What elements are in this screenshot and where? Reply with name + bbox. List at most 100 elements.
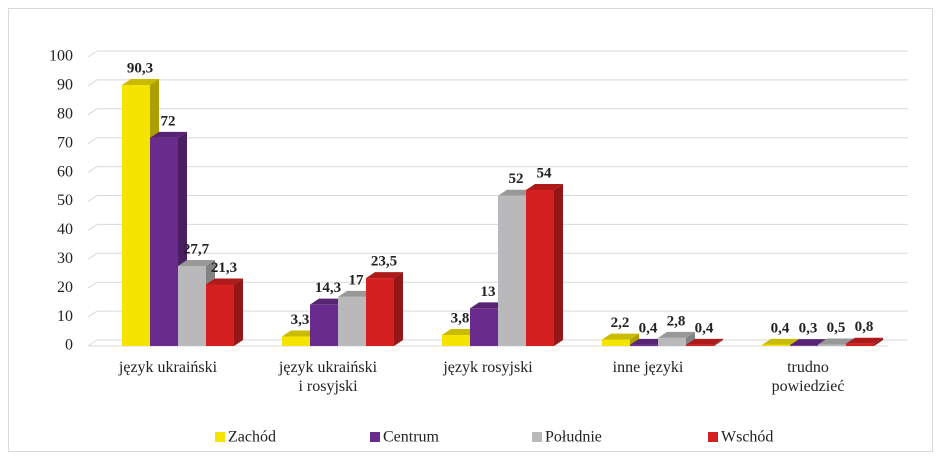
bar bbox=[818, 344, 846, 346]
bar bbox=[498, 195, 526, 346]
bar-top bbox=[178, 259, 215, 266]
bar-side bbox=[630, 333, 639, 346]
bar bbox=[686, 344, 714, 346]
x-tick-label: inne języki bbox=[612, 359, 684, 376]
bar-top bbox=[366, 272, 403, 279]
x-tick-label: język ukraiński bbox=[118, 359, 218, 376]
bar bbox=[762, 344, 790, 346]
bar bbox=[602, 339, 630, 346]
grid-depth bbox=[87, 195, 98, 202]
bar-top bbox=[310, 298, 347, 305]
bar-top bbox=[206, 278, 243, 285]
grid-depth bbox=[87, 310, 98, 318]
grid-depth bbox=[87, 252, 98, 260]
value-label: 2,2 bbox=[611, 315, 630, 331]
bar bbox=[150, 137, 178, 346]
y-tick-label: 20 bbox=[57, 279, 73, 296]
value-label: 17 bbox=[349, 272, 365, 288]
bar bbox=[366, 278, 394, 346]
value-label: 21,3 bbox=[211, 260, 237, 276]
value-label: 0,3 bbox=[799, 321, 818, 337]
value-label: 0,8 bbox=[855, 319, 874, 335]
grid-depth bbox=[87, 223, 98, 231]
bar-top bbox=[846, 337, 883, 344]
legend-swatch bbox=[215, 432, 225, 442]
bar-top bbox=[282, 330, 319, 337]
legend-label: Wschód bbox=[721, 429, 773, 446]
y-tick-label: 90 bbox=[57, 77, 73, 94]
y-tick-label: 80 bbox=[57, 105, 73, 122]
bar bbox=[310, 304, 338, 346]
bar-top bbox=[686, 338, 723, 345]
bar-top bbox=[630, 338, 667, 345]
bar-side bbox=[554, 183, 563, 346]
value-label: 90,3 bbox=[127, 60, 153, 76]
value-label: 0,4 bbox=[639, 320, 658, 336]
y-tick-label: 40 bbox=[57, 221, 73, 238]
value-label: 13 bbox=[481, 284, 496, 300]
bar bbox=[282, 336, 310, 346]
legend-label: Południe bbox=[545, 429, 602, 446]
grid-depth bbox=[87, 281, 98, 289]
bar bbox=[630, 344, 658, 346]
y-tick-label: 100 bbox=[49, 48, 73, 65]
legend-swatch bbox=[708, 432, 718, 442]
legend-swatch bbox=[532, 432, 542, 442]
bar-top bbox=[498, 189, 535, 196]
bar-top bbox=[602, 333, 639, 340]
y-tick-label: 70 bbox=[57, 134, 73, 151]
bar-top bbox=[658, 331, 695, 338]
value-label: 72 bbox=[161, 113, 176, 129]
value-label: 2,8 bbox=[667, 313, 686, 329]
value-label: 27,7 bbox=[183, 241, 210, 257]
value-label: 0,4 bbox=[695, 320, 714, 336]
value-label: 54 bbox=[537, 165, 553, 181]
y-tick-label: 0 bbox=[65, 337, 73, 354]
grid-depth bbox=[87, 166, 98, 174]
bar-side bbox=[234, 278, 243, 346]
bar-top bbox=[762, 338, 799, 345]
bar-top bbox=[150, 131, 187, 138]
bar bbox=[442, 335, 470, 346]
grid-depth bbox=[87, 79, 98, 87]
value-label: 0,4 bbox=[771, 320, 790, 336]
bar-top bbox=[790, 339, 827, 346]
value-label: 3,8 bbox=[451, 310, 470, 326]
bar bbox=[122, 85, 150, 347]
y-tick-label: 10 bbox=[57, 308, 73, 325]
bar bbox=[846, 343, 874, 346]
value-label: 3,3 bbox=[291, 312, 310, 328]
value-label: 0,5 bbox=[827, 320, 846, 336]
bar-top bbox=[470, 302, 507, 309]
value-label: 14,3 bbox=[315, 280, 341, 296]
grid-depth bbox=[87, 50, 98, 58]
bar bbox=[338, 296, 366, 346]
bar-top bbox=[442, 329, 479, 336]
bar-top bbox=[338, 290, 375, 297]
bar bbox=[526, 189, 554, 346]
y-tick-label: 60 bbox=[57, 163, 73, 180]
bar-side bbox=[874, 337, 883, 346]
legend-swatch bbox=[370, 432, 380, 442]
bar bbox=[658, 337, 686, 346]
bar-top bbox=[526, 183, 563, 190]
y-tick-label: 30 bbox=[57, 250, 73, 267]
bar bbox=[790, 345, 818, 346]
bar bbox=[470, 308, 498, 346]
grid-depth bbox=[87, 137, 98, 145]
legend-label: Zachód bbox=[228, 429, 276, 446]
bar-top bbox=[122, 79, 159, 86]
bar bbox=[178, 265, 206, 346]
value-label: 23,5 bbox=[371, 254, 397, 270]
bar-top bbox=[818, 338, 855, 345]
grid-depth bbox=[87, 339, 98, 347]
x-tick-label: trudno powiedzieć bbox=[771, 359, 845, 395]
grid-depth bbox=[87, 108, 98, 116]
bar bbox=[206, 284, 234, 346]
bar-side bbox=[686, 331, 695, 346]
x-tick-label: język rosyjski bbox=[443, 359, 533, 376]
y-tick-label: 50 bbox=[57, 192, 73, 209]
value-label: 52 bbox=[509, 171, 524, 187]
bar-side bbox=[714, 338, 723, 346]
